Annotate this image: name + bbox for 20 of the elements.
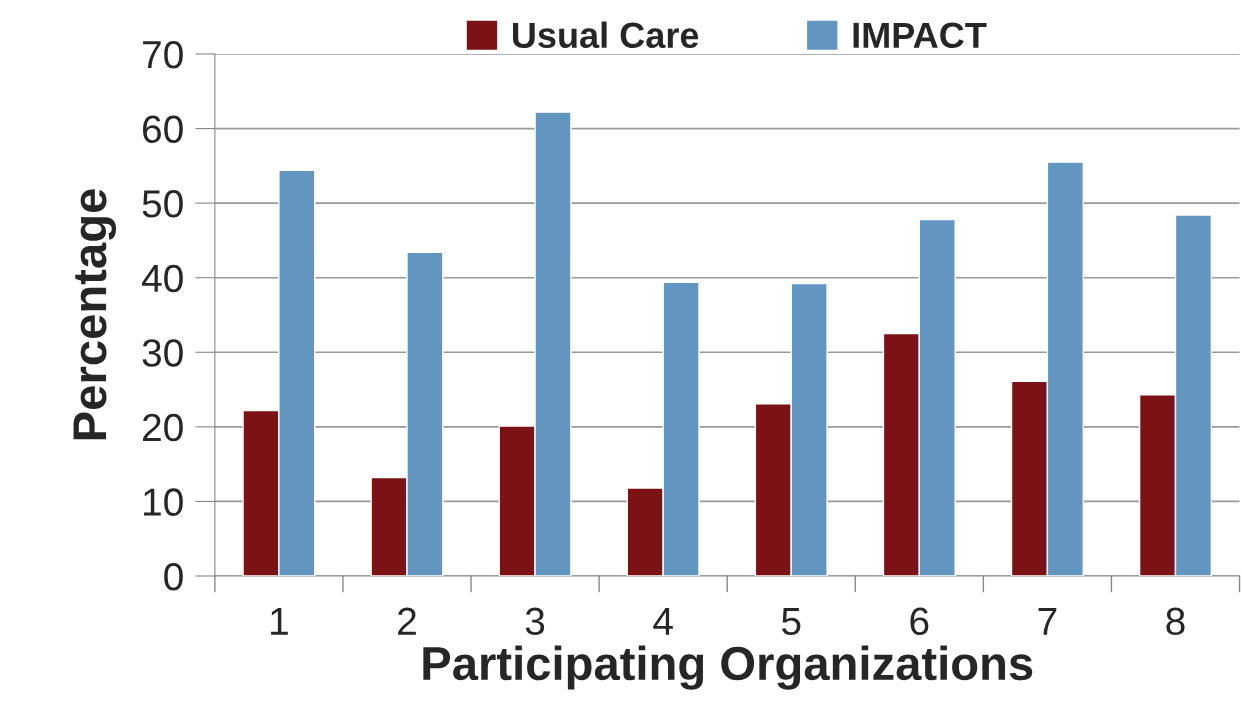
x-tick-label: 7 bbox=[1038, 607, 1057, 635]
x-tick-label: 6 bbox=[910, 607, 929, 636]
y-tick-label: 10 bbox=[144, 488, 183, 516]
legend-label: Usual Care bbox=[512, 21, 699, 49]
y-tick-label: 50 bbox=[142, 190, 183, 218]
y-tick-label: 0 bbox=[164, 562, 183, 591]
x-tick-label: 4 bbox=[653, 607, 673, 635]
x-tick-label: 3 bbox=[525, 607, 545, 636]
x-axis-title: Participating Organizations bbox=[423, 645, 1033, 690]
x-tick-label: 5 bbox=[781, 607, 801, 636]
y-tick-label: 30 bbox=[142, 339, 183, 367]
y-tick-label: 20 bbox=[143, 413, 183, 442]
x-tick-label: 1 bbox=[271, 607, 288, 635]
y-tick-label: 70 bbox=[143, 40, 183, 69]
legend-label: IMPACT bbox=[853, 22, 987, 49]
y-axis-title: Percentage bbox=[73, 189, 117, 440]
x-tick-label: 8 bbox=[1166, 607, 1185, 636]
x-tick-label: 2 bbox=[398, 607, 416, 635]
y-tick-label: 40 bbox=[141, 264, 183, 293]
y-tick-label: 60 bbox=[143, 115, 183, 144]
